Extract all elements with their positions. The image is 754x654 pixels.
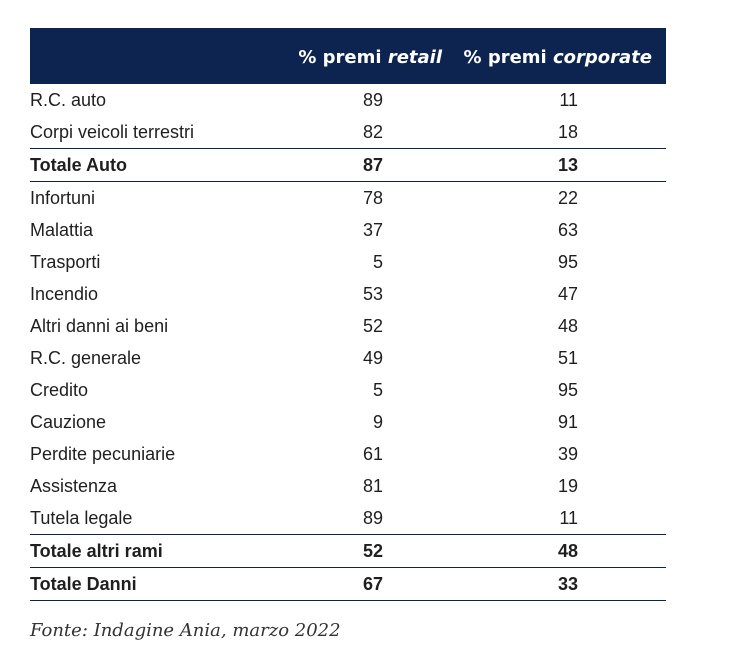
row-label: Totale altri rami: [30, 541, 163, 561]
retail-value: 89: [362, 90, 383, 110]
row-label: Cauzione: [30, 412, 107, 432]
table-row: Trasporti 5 95: [30, 246, 666, 278]
corporate-value: 19: [557, 476, 578, 496]
row-label: Credito: [30, 380, 89, 400]
table-row: Altri danni ai beni 52 48: [30, 310, 666, 342]
retail-value: 5: [372, 380, 383, 400]
corporate-value: 22: [557, 188, 578, 208]
table-row: Perdite pecuniarie 61 39: [30, 438, 666, 470]
retail-value: 89: [362, 508, 383, 528]
corporate-value: 33: [557, 574, 578, 594]
table-row: Credito 5 95: [30, 374, 666, 406]
premium-table: % premi retail % premi corporate R.C. au…: [30, 28, 666, 601]
corporate-value: 11: [559, 508, 578, 528]
header-retail-em: retail: [387, 47, 442, 68]
table-row: Infortuni 78 22: [30, 182, 666, 214]
retail-value: 52: [362, 316, 383, 336]
table-row: Cauzione 9 91: [30, 406, 666, 438]
header-retail: % premi retail: [298, 47, 442, 68]
retail-value: 81: [362, 476, 383, 496]
table-row: Tutela legale 89 11: [30, 502, 666, 534]
corporate-value: 95: [557, 252, 578, 272]
retail-value: 52: [362, 541, 383, 561]
table-row: Malattia 37 63: [30, 214, 666, 246]
corporate-value: 91: [557, 412, 578, 432]
row-label: Assistenza: [30, 476, 118, 496]
corporate-value: 18: [557, 122, 578, 142]
corporate-value: 95: [557, 380, 578, 400]
retail-value: 9: [372, 412, 383, 432]
retail-value: 78: [362, 188, 383, 208]
row-label: Tutela legale: [30, 508, 133, 528]
total-row: Totale Auto 87 13: [30, 148, 666, 182]
header-corporate-em: corporate: [553, 47, 652, 68]
retail-value: 49: [362, 348, 383, 368]
retail-value: 61: [362, 444, 383, 464]
row-label: Totale Danni: [30, 574, 137, 594]
table-row: Assistenza 81 19: [30, 470, 666, 502]
table-body: R.C. auto 89 11 Corpi veicoli terrestri 82 18…: [30, 84, 666, 601]
row-label: Perdite pecuniarie: [30, 444, 176, 464]
row-label: Corpi veicoli terrestri: [30, 122, 195, 142]
retail-value: 82: [362, 122, 383, 142]
table-row: Incendio 53 47: [30, 278, 666, 310]
corporate-value: 11: [559, 90, 578, 110]
retail-value: 53: [362, 284, 383, 304]
header-corporate: % premi corporate: [464, 47, 652, 68]
total-row: Totale altri rami 52 48: [30, 534, 666, 567]
corporate-value: 47: [557, 284, 578, 304]
corporate-value: 39: [557, 444, 578, 464]
table-row: Corpi veicoli terrestri 82 18: [30, 116, 666, 148]
retail-value: 87: [362, 155, 383, 175]
header-corporate-prefix: % premi: [463, 47, 553, 68]
header-retail-prefix: % premi: [298, 47, 388, 68]
row-label: R.C. auto: [30, 90, 107, 110]
row-label: Trasporti: [30, 252, 101, 272]
total-row: Totale Danni 67 33: [30, 567, 666, 601]
corporate-value: 48: [557, 541, 578, 561]
row-label: Infortuni: [30, 188, 96, 208]
corporate-value: 63: [557, 220, 578, 240]
row-label: R.C. generale: [30, 348, 142, 368]
corporate-value: 48: [557, 316, 578, 336]
row-label: Malattia: [30, 220, 94, 240]
table-row: R.C. auto 89 11: [30, 84, 666, 116]
retail-value: 67: [362, 574, 383, 594]
corporate-value: 51: [557, 348, 578, 368]
row-label: Altri danni ai beni: [30, 316, 169, 336]
row-label: Incendio: [30, 284, 99, 304]
retail-value: 5: [372, 252, 383, 272]
table-header: % premi retail % premi corporate: [30, 28, 666, 84]
table-row: R.C. generale 49 51: [30, 342, 666, 374]
retail-value: 37: [362, 220, 383, 240]
source-note: Fonte: Indagine Ania, marzo 2022: [30, 620, 341, 641]
row-label: Totale Auto: [30, 155, 127, 175]
corporate-value: 13: [557, 155, 578, 175]
